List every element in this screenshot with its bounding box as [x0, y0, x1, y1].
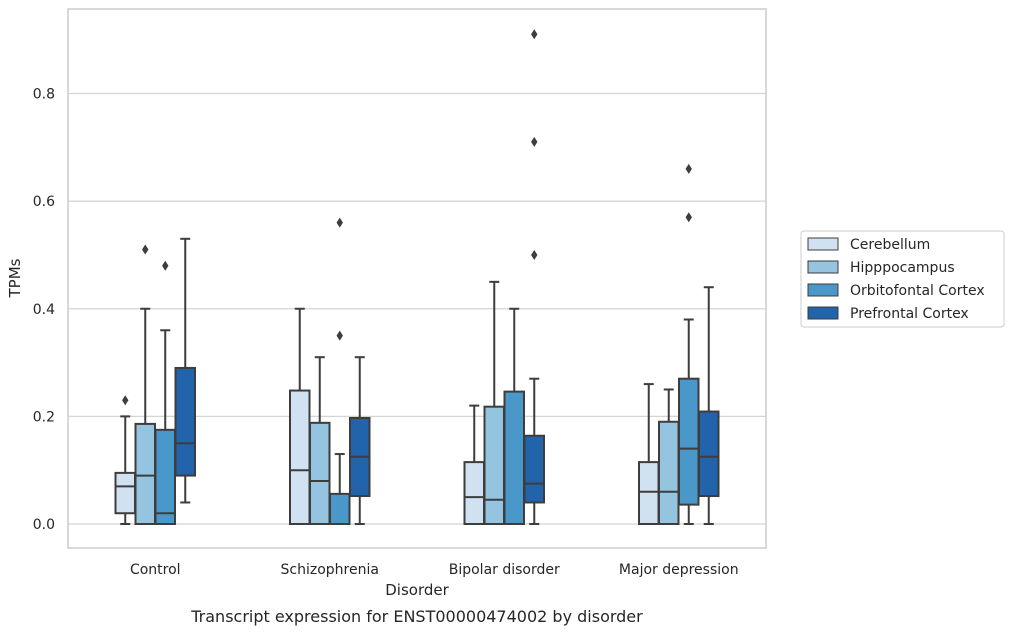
x-tick-labels: Control Schizophrenia Bipolar disorder Majo… [130, 562, 739, 578]
box-rect [523, 434, 545, 504]
outlier-point [685, 212, 692, 223]
outlier-point [685, 163, 692, 174]
outlier-point [336, 217, 343, 228]
box [154, 260, 176, 525]
y-tick-labels: 0.0 0.2 0.4 0.6 0.8 [33, 87, 55, 534]
legend-swatch [807, 260, 839, 274]
box-rect [658, 420, 680, 526]
box-rect [309, 421, 331, 525]
box [523, 29, 545, 525]
y-tick-label: 0.8 [33, 87, 55, 103]
box [698, 286, 720, 525]
y-tick-label: 0.2 [33, 409, 55, 425]
legend-label: Hipppocampus [850, 260, 955, 276]
x-axis-label: Disorder [385, 581, 449, 599]
outlier-point [531, 249, 538, 260]
legend: Cerebellum Hipppocampus Orbitofontal Corte… [800, 230, 1005, 328]
box [658, 388, 680, 526]
outlier-point [531, 136, 538, 147]
legend-label: Orbitofontal Cortex [850, 283, 985, 299]
y-tick-label: 0.6 [33, 194, 55, 210]
legend-label: Prefrontal Cortex [850, 306, 969, 322]
box-rect [154, 428, 176, 525]
box [329, 217, 351, 525]
box-rect [114, 471, 136, 515]
box [174, 237, 196, 504]
box [678, 163, 700, 525]
x-tick-label: Control [130, 562, 181, 578]
y-axis-label: TPMs [6, 258, 24, 298]
outlier-point [142, 244, 149, 255]
box-series [114, 29, 720, 526]
x-tick-label: Schizophrenia [281, 562, 379, 578]
legend-frame [800, 230, 1005, 328]
plot-frame [67, 8, 767, 549]
y-tick-label: 0.0 [33, 517, 55, 533]
outlier-point [531, 29, 538, 40]
box [463, 404, 485, 526]
outlier-point [122, 395, 129, 406]
box-rect [329, 492, 351, 525]
box [309, 356, 331, 525]
box [483, 280, 505, 525]
box [134, 244, 156, 525]
legend-swatch [807, 306, 839, 320]
box [114, 395, 136, 525]
box [638, 383, 660, 526]
box [503, 307, 525, 525]
y-tick-label: 0.4 [33, 302, 55, 318]
box-rect [483, 405, 505, 525]
outlier-point [162, 260, 169, 271]
legend-swatch [807, 283, 839, 297]
box-rect [698, 410, 720, 498]
box-rect [134, 422, 156, 525]
legend-swatch [807, 237, 839, 251]
box-rect [638, 461, 660, 526]
outlier-point [336, 330, 343, 341]
box-rect [503, 390, 525, 525]
chart-caption: Transcript expression for ENST0000047400… [190, 607, 643, 626]
legend-label: Cerebellum [850, 237, 930, 253]
box [289, 307, 311, 526]
box-rect [174, 366, 196, 477]
box-rect [463, 461, 485, 526]
x-tick-label: Bipolar disorder [449, 562, 560, 578]
box [349, 356, 371, 525]
x-tick-label: Major depression [619, 562, 739, 578]
box-rect [289, 389, 311, 526]
box-rect [678, 377, 700, 506]
